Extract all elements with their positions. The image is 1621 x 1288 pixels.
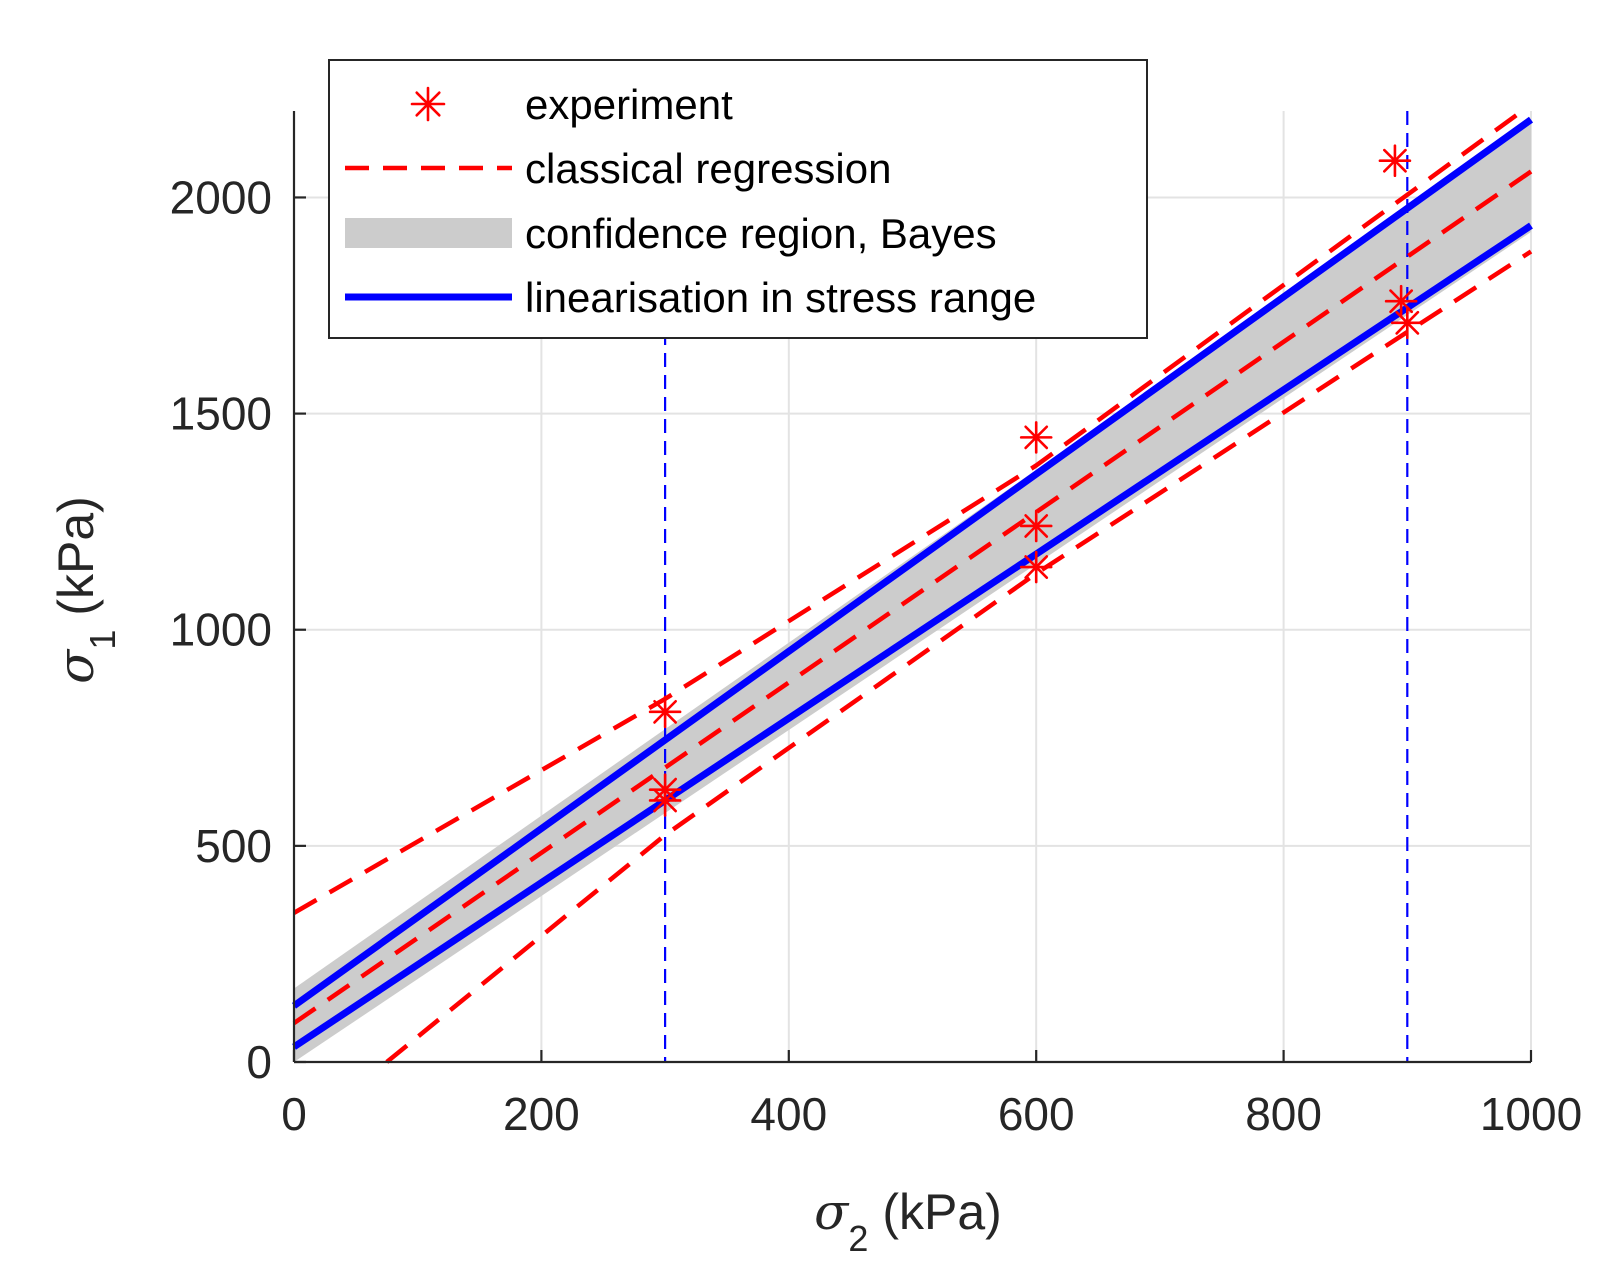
- legend-star-marker: [410, 86, 446, 122]
- experiment-point: [1391, 306, 1424, 340]
- x-tick-label: 1000: [1480, 1088, 1582, 1140]
- linearisation-layer: [291, 116, 1534, 1050]
- legend-label-linearisation: linearisation in stress range: [525, 274, 1036, 321]
- x-tick-label: 0: [281, 1088, 307, 1140]
- y-axis-label: σ1 (kPa): [47, 496, 123, 684]
- linearisation-line-lower: [292, 222, 1533, 1050]
- x-axis-label-symbol: σ: [814, 1183, 850, 1241]
- experiment-point: [1384, 284, 1418, 318]
- axes: [292, 111, 1533, 1064]
- legend-band-icon: [345, 218, 512, 248]
- experiment-point: [1378, 144, 1412, 178]
- legend-label-classical-regression: classical regression: [525, 145, 891, 192]
- confidence-band-layer: [294, 123, 1531, 1062]
- legend-item-experiment: experiment: [410, 81, 733, 128]
- y-axis-label-subscript: 1: [82, 630, 123, 650]
- star-stroke: [653, 699, 678, 724]
- legend-label-confidence-region: confidence region, Bayes: [525, 210, 997, 257]
- y-tick-label: 1500: [170, 388, 272, 440]
- y-tick-label: 500: [195, 820, 272, 872]
- x-tick-label: 600: [998, 1088, 1075, 1140]
- y-axis-label-symbol: σ: [47, 648, 105, 684]
- star-stroke: [415, 91, 441, 117]
- legend: experiment classical regression confiden…: [328, 59, 1148, 339]
- legend-box: [328, 59, 1148, 339]
- experiment-point: [1019, 550, 1053, 584]
- regression-line-lower: [385, 249, 1533, 1064]
- star-stroke: [1024, 425, 1049, 450]
- experiment-point: [648, 695, 682, 729]
- star-stroke: [653, 788, 678, 813]
- x-axis-label: σ2 (kPa): [814, 1183, 1002, 1259]
- star-stroke: [1024, 514, 1049, 538]
- x-tick-label: 800: [1245, 1088, 1322, 1140]
- star-stroke: [1383, 148, 1407, 173]
- confidence-region-band: [294, 123, 1531, 1062]
- regression-layer: [292, 109, 1533, 1064]
- experiment-point: [1019, 509, 1053, 543]
- legend-item-linearisation: linearisation in stress range: [345, 274, 1036, 321]
- experiment-point: [648, 784, 682, 817]
- y-tick-label: 1000: [170, 604, 272, 656]
- y-tick-label: 0: [246, 1036, 272, 1088]
- legend-item-classical-regression: classical regression: [345, 145, 891, 192]
- x-axis-label-unit: (kPa): [882, 1184, 1001, 1240]
- y-tick-label: 2000: [170, 171, 272, 223]
- star-stroke: [1395, 310, 1420, 335]
- legend-label-experiment: experiment: [525, 81, 733, 128]
- tick-labels: 0 200 400 600 800 1000 0 500 1000 1500 2000: [170, 171, 1583, 1140]
- x-axis-label-subscript: 2: [848, 1218, 868, 1259]
- linearisation-line-upper: [291, 116, 1534, 1009]
- experiment-point-layer: [648, 144, 1424, 817]
- legend-item-confidence-region: confidence region, Bayes: [345, 210, 997, 257]
- x-tick-label: 200: [503, 1088, 580, 1140]
- star-stroke: [1024, 555, 1049, 579]
- experiment-point: [1019, 421, 1053, 454]
- legend-star-icon: [410, 86, 446, 122]
- regression-line-mean: [292, 169, 1533, 1025]
- x-tick-label: 400: [750, 1088, 827, 1140]
- star-stroke: [1389, 289, 1414, 314]
- regression-line-upper: [292, 109, 1524, 915]
- y-axis-label-unit: (kPa): [48, 496, 104, 615]
